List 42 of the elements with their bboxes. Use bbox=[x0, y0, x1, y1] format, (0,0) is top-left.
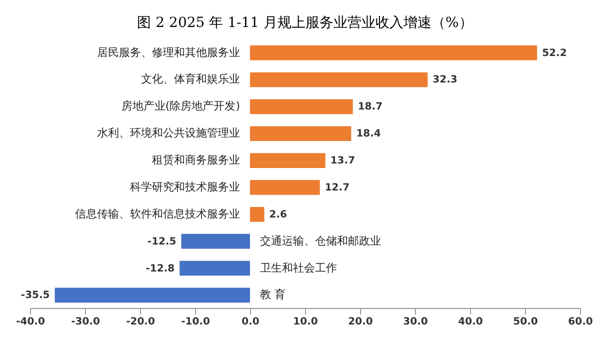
bar bbox=[250, 72, 428, 88]
x-tick-label: 30.0 bbox=[403, 316, 428, 328]
bar bbox=[250, 153, 326, 168]
bar bbox=[250, 99, 353, 114]
x-tick-label: 50.0 bbox=[513, 316, 538, 328]
bar bbox=[250, 126, 352, 142]
data-label: -12.8 bbox=[146, 263, 175, 274]
bar bbox=[54, 288, 250, 303]
bar bbox=[250, 45, 538, 60]
data-label: 18.7 bbox=[358, 102, 383, 113]
y-tick-label: 教 育 bbox=[260, 288, 286, 302]
x-tick-label: 40.0 bbox=[458, 316, 483, 328]
x-tick-label: 0.0 bbox=[242, 316, 260, 328]
y-tick-label: 信息传输、软件和信息技术服务业 bbox=[75, 207, 240, 220]
data-label: 18.4 bbox=[356, 128, 381, 140]
bar bbox=[181, 234, 250, 249]
y-tick-label: 租赁和商务服务业 bbox=[152, 154, 240, 167]
data-label: -12.5 bbox=[147, 236, 176, 248]
y-tick-label: 居民服务、修理和其他服务业 bbox=[97, 46, 240, 59]
y-tick-label: 文化、体育和娱乐业 bbox=[141, 72, 240, 86]
data-label: 13.7 bbox=[330, 156, 356, 167]
x-tick-label: -20.0 bbox=[126, 316, 155, 328]
x-tick-label: -10.0 bbox=[181, 316, 210, 328]
y-tick-label: 房地产业(除房地产开发) bbox=[121, 100, 240, 113]
x-tick-label: -40.0 bbox=[16, 316, 45, 328]
y-tick-label: 交通运输、仓储和邮政业 bbox=[260, 234, 381, 248]
bar bbox=[250, 206, 264, 222]
chart-title: 图 2 2025 年 1-11 月规上服务业营业收入增速（%） bbox=[137, 15, 473, 31]
x-tick-label: -30.0 bbox=[71, 316, 100, 328]
x-tick-label: 10.0 bbox=[293, 316, 318, 328]
x-tick-label: 60.0 bbox=[568, 316, 593, 328]
y-tick-label: 水利、环境和公共设施管理业 bbox=[97, 126, 240, 140]
x-tick-label: 20.0 bbox=[348, 316, 373, 328]
y-tick-label: 卫生和社会工作 bbox=[260, 261, 337, 274]
data-label: -35.5 bbox=[20, 290, 50, 302]
bar bbox=[180, 260, 250, 276]
data-label: 2.6 bbox=[269, 209, 288, 220]
data-label: 52.2 bbox=[542, 48, 567, 59]
bar bbox=[250, 180, 320, 195]
data-label: 12.7 bbox=[324, 182, 350, 194]
data-label: 32.3 bbox=[432, 74, 458, 86]
y-tick-label: 科学研究和技术服务业 bbox=[130, 180, 240, 194]
